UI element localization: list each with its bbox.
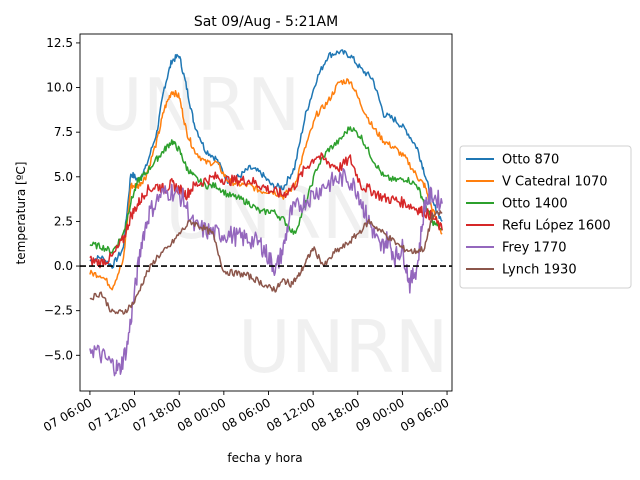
legend: Otto 870 V Catedral 1070 Otto 1400 Refu Lóp… <box>459 145 632 289</box>
y-tick-label: 0.0 <box>54 259 73 273</box>
legend-box <box>459 145 632 289</box>
y-axis-ticks: −5.0 −2.5 0.0 2.5 5.0 7.5 10.0 12.5 <box>44 36 80 362</box>
x-tick-label: 09 00:00 <box>353 395 406 434</box>
x-tick-label: 08 06:00 <box>219 395 272 434</box>
series-line-lynch-1930 <box>89 210 443 315</box>
legend-label: Otto 870 <box>502 153 559 168</box>
chart-title: Sat 09/Aug - 5:21AM <box>194 14 338 30</box>
x-tick-label: 08 18:00 <box>309 395 362 434</box>
watermark-text: UNRN <box>238 305 448 389</box>
series-line-refu-lopez-1600 <box>89 152 443 269</box>
y-tick-label: 7.5 <box>54 125 73 139</box>
y-tick-label: −2.5 <box>44 304 73 318</box>
watermark-text: UNRN <box>90 63 300 147</box>
y-tick-label: 5.0 <box>54 170 73 184</box>
x-tick-label: 07 18:00 <box>130 395 183 434</box>
watermark: UNRN UNRN UNRN <box>90 63 448 389</box>
y-tick-label: 12.5 <box>46 36 73 50</box>
legend-label: V Catedral 1070 <box>502 175 608 190</box>
legend-label: Otto 1400 <box>502 197 568 212</box>
series-line-frey-1770 <box>89 168 443 377</box>
x-tick-label: 09 06:00 <box>398 395 451 434</box>
x-tick-label: 07 06:00 <box>41 395 94 434</box>
y-tick-label: −5.0 <box>44 348 73 362</box>
y-tick-label: 10.0 <box>46 81 73 95</box>
series-line-v-catedral-1070 <box>89 78 443 291</box>
x-axis-label: fecha y hora <box>227 451 302 465</box>
x-tick-label: 08 12:00 <box>264 395 317 434</box>
series-line-otto-1400 <box>89 126 443 255</box>
plot-frame <box>79 33 453 392</box>
series-layer <box>89 49 443 377</box>
legend-label: Lynch 1930 <box>502 263 577 278</box>
y-axis-label: temperatura [ºC] <box>14 162 28 265</box>
legend-label: Frey 1770 <box>502 241 567 256</box>
y-tick-label: 2.5 <box>54 214 73 228</box>
x-tick-label: 07 12:00 <box>86 395 139 434</box>
legend-label: Refu López 1600 <box>502 219 611 234</box>
x-tick-label: 08 00:00 <box>175 395 228 434</box>
series-line-otto-870 <box>89 49 443 269</box>
